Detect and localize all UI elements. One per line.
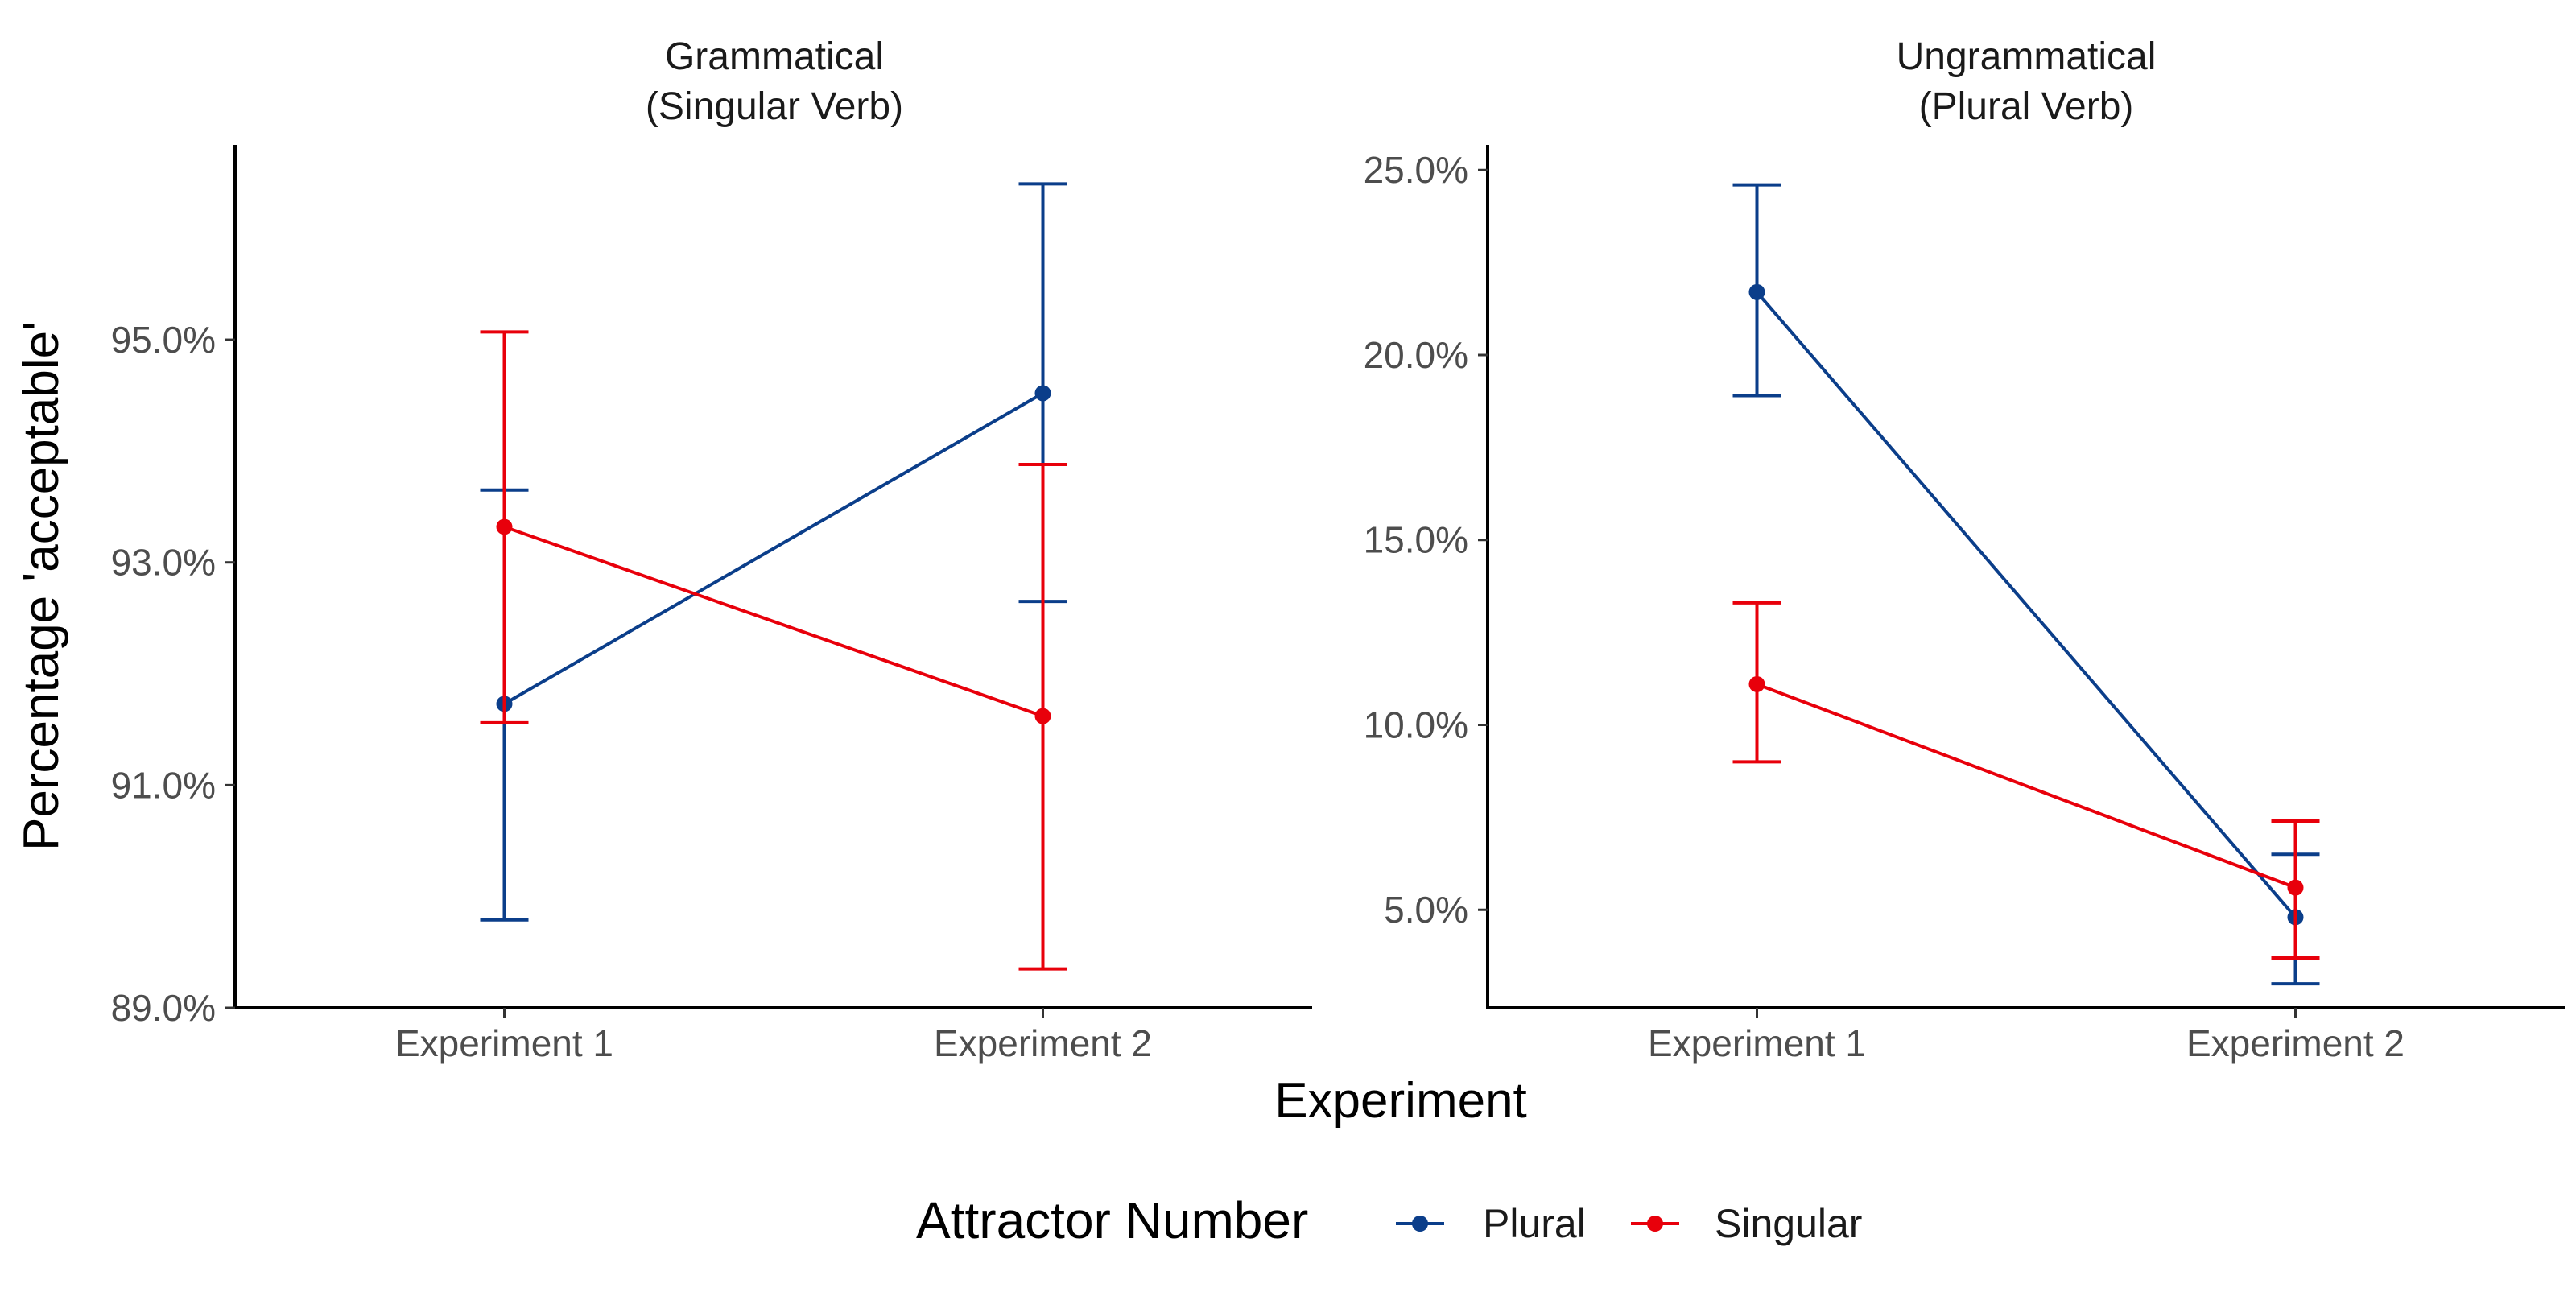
- panel-1-singular-line: [503, 525, 1044, 718]
- panel-2-x-tick-label: Experiment 1: [1648, 1022, 1866, 1064]
- panel-1-title-line-1: Grammatical: [665, 35, 884, 78]
- panel-1-y-tick-label: 91.0%: [111, 764, 216, 806]
- panel-2-singular-point: [1748, 675, 1765, 692]
- panel-2-singular-point: [2287, 879, 2304, 896]
- panel-2-y-tick-label: 5.0%: [1384, 889, 1468, 931]
- plot-layer: 89.0% 91.0% 93.0% 95.0% Experiment 1 Experime…: [111, 145, 2565, 1064]
- panel-2-plural-point: [1748, 283, 1765, 300]
- y-axis-title: Percentage 'acceptable': [14, 321, 69, 851]
- panel-1-x-tick-label: Experiment 1: [395, 1022, 613, 1064]
- panel-2-title-line-1: Ungrammatical: [1897, 35, 2157, 78]
- panel-2-y-tick-label: 15.0%: [1364, 519, 1468, 561]
- panel-1-singular-point: [1034, 708, 1051, 724]
- legend-title: Attractor Number: [916, 1191, 1308, 1249]
- legend-label-plural: Plural: [1483, 1201, 1586, 1246]
- legend-label-singular: Singular: [1715, 1201, 1862, 1246]
- panel-2-y-tick-label: 20.0%: [1364, 334, 1468, 376]
- panel-1-x-tick-label: Experiment 2: [934, 1022, 1152, 1064]
- panel-2-title-line-2: (Plural Verb): [1919, 85, 2134, 128]
- panel-2-y-tick-label: 25.0%: [1364, 149, 1468, 191]
- legend-key-singular: [1631, 1216, 1679, 1232]
- panel-2-singular-line: [1756, 683, 2297, 890]
- panel-1-singular-point: [496, 518, 513, 535]
- legend-key-plural: [1396, 1216, 1444, 1232]
- panel-2-x-tick-label: Experiment 2: [2186, 1022, 2405, 1064]
- panel-1-plural-line: [503, 391, 1044, 706]
- panel-1-y-tick-label: 89.0%: [111, 987, 216, 1029]
- x-axis-title: Experiment: [1274, 1073, 1527, 1129]
- panel-1-y-tick-label: 95.0%: [111, 319, 216, 361]
- panel-1-y-tick-label: 93.0%: [111, 542, 216, 584]
- panel-2-plural-line: [1755, 291, 2297, 918]
- panel-1-title-line-2: (Singular Verb): [646, 85, 903, 128]
- panel-2-y-tick-label: 10.0%: [1364, 704, 1468, 745]
- panel-1-plural-point: [1034, 385, 1051, 402]
